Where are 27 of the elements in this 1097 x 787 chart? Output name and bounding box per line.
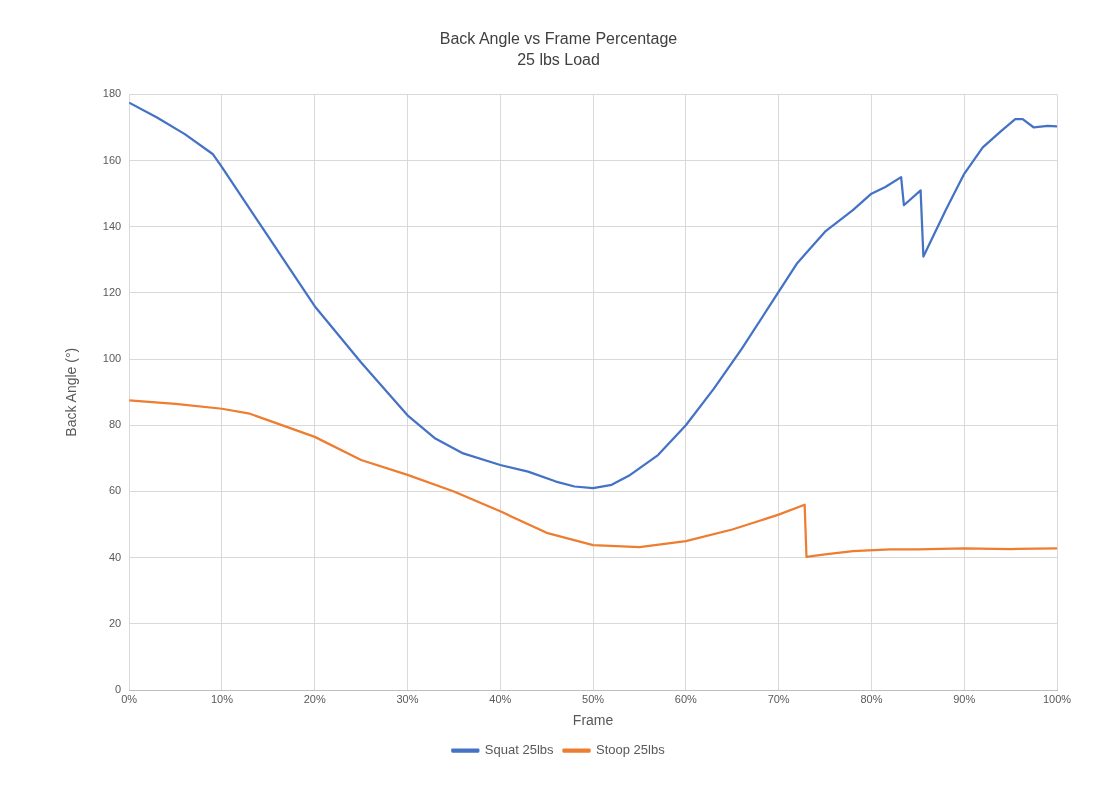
x-tick-label: 0% [121, 692, 138, 705]
x-tick-label: 90% [953, 692, 976, 705]
x-tick-label: 70% [767, 692, 790, 705]
y-tick-label: 60 [108, 484, 122, 497]
chart-title: Back Angle vs Frame Percentage [439, 30, 678, 48]
y-tick-label: 120 [102, 285, 122, 298]
x-tick-label: 100% [1042, 692, 1072, 705]
y-tick-label: 40 [108, 550, 122, 563]
x-tick-label: 20% [303, 692, 326, 705]
y-tick-label: 80 [108, 418, 122, 431]
legend-label: Squat 25lbs [484, 742, 554, 758]
x-tick-label: 60% [674, 692, 698, 705]
x-tick-label: 80% [860, 692, 883, 705]
y-tick-label: 20 [108, 616, 122, 629]
y-tick-label: 100 [102, 352, 122, 365]
y-tick-label: 0 [115, 683, 122, 696]
chart-subtitle: 25 lbs Load [517, 51, 600, 69]
y-tick-label: 140 [102, 219, 122, 232]
y-tick-label: 180 [102, 87, 122, 100]
x-tick-label: 40% [489, 692, 512, 705]
legend-label: Stoop 25lbs [596, 742, 666, 758]
x-tick-label: 10% [210, 692, 234, 705]
y-tick-label: 160 [102, 153, 122, 166]
x-axis-title: Frame [572, 712, 614, 729]
x-tick-label: 50% [582, 692, 605, 705]
y-axis-title: Back Angle (°) [63, 347, 80, 437]
x-tick-label: 30% [396, 692, 419, 705]
